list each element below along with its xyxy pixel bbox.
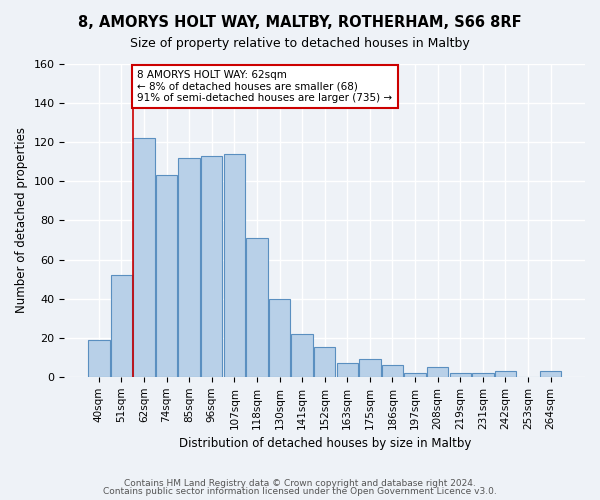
Text: 8, AMORYS HOLT WAY, MALTBY, ROTHERHAM, S66 8RF: 8, AMORYS HOLT WAY, MALTBY, ROTHERHAM, S… (78, 15, 522, 30)
Bar (314, 348, 335, 377)
Bar (178, 158, 200, 377)
Y-axis label: Number of detached properties: Number of detached properties (15, 128, 28, 314)
X-axis label: Distribution of detached houses by size in Maltby: Distribution of detached houses by size … (179, 437, 471, 450)
Bar (427, 367, 448, 377)
Bar (337, 363, 358, 377)
Bar (156, 176, 177, 377)
Bar (382, 365, 403, 377)
Text: 8 AMORYS HOLT WAY: 62sqm
← 8% of detached houses are smaller (68)
91% of semi-de: 8 AMORYS HOLT WAY: 62sqm ← 8% of detache… (137, 70, 392, 103)
Bar (246, 238, 268, 377)
Bar (88, 340, 110, 377)
Bar (472, 373, 494, 377)
Text: Contains HM Land Registry data © Crown copyright and database right 2024.: Contains HM Land Registry data © Crown c… (124, 478, 476, 488)
Bar (292, 334, 313, 377)
Text: Contains public sector information licensed under the Open Government Licence v3: Contains public sector information licen… (103, 487, 497, 496)
Text: Size of property relative to detached houses in Maltby: Size of property relative to detached ho… (130, 38, 470, 51)
Bar (133, 138, 155, 377)
Bar (110, 275, 132, 377)
Bar (224, 154, 245, 377)
Bar (449, 373, 471, 377)
Bar (359, 359, 380, 377)
Bar (540, 371, 562, 377)
Bar (201, 156, 223, 377)
Bar (404, 373, 426, 377)
Bar (269, 298, 290, 377)
Bar (494, 371, 516, 377)
